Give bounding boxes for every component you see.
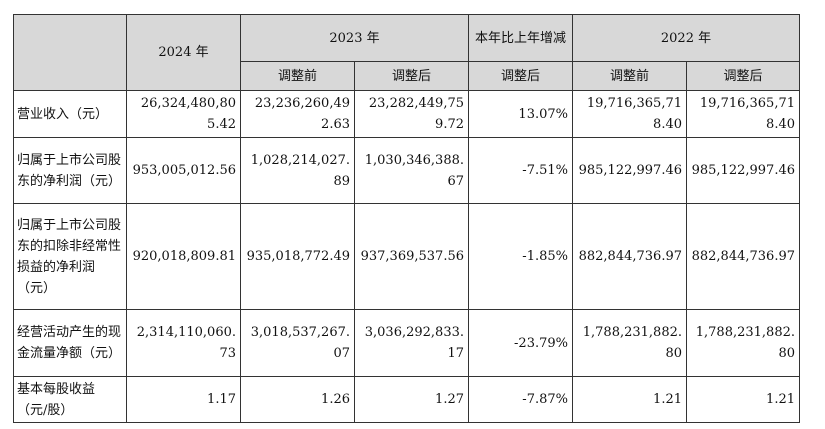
value-change: -7.51%: [468, 137, 573, 204]
header-blank-cell: [13, 14, 127, 91]
value-change: -1.85%: [468, 203, 573, 310]
header-year-2023: 2023 年: [240, 14, 469, 62]
value-2022-before: 1,788,231,882.80: [572, 309, 687, 377]
table-row: 经营活动产生的现金流量净额（元） 2,314,110,060.73 3,018,…: [13, 309, 800, 377]
header-change-text: 本年比上年增减: [474, 30, 566, 46]
value-2023-after: 1,030,346,388.67: [354, 137, 469, 204]
row-label: 基本每股收益（元/股）: [13, 376, 127, 423]
header-2023-after-adjust: 调整后: [354, 61, 469, 91]
table-row: 基本每股收益（元/股） 1.17 1.26 1.27 -7.87% 1.21 1…: [13, 376, 800, 423]
value-2024: 920,018,809.81: [126, 203, 241, 310]
header-change-after-adjust: 调整后: [468, 61, 573, 91]
value-2024: 1.17: [126, 376, 241, 423]
table-row: 归属于上市公司股东的扣除非经常性损益的净利润（元） 920,018,809.81…: [13, 203, 800, 310]
header-year-2024: 2024 年: [126, 14, 241, 91]
value-2022-before: 1.21: [572, 376, 687, 423]
value-2024: 953,005,012.56: [126, 137, 241, 204]
value-2023-after: 1.27: [354, 376, 469, 423]
value-2022-before: 882,844,736.97: [572, 203, 687, 310]
value-2023-before: 23,236,260,492.63: [240, 90, 355, 138]
value-2024: 26,324,480,805.42: [126, 90, 241, 138]
value-2022-after: 882,844,736.97: [686, 203, 800, 310]
header-change: 本年比上年增减: [468, 14, 573, 62]
value-2022-before: 19,716,365,718.40: [572, 90, 687, 138]
header-2023-before-adjust: 调整前: [240, 61, 355, 91]
value-2023-after: 937,369,537.56: [354, 203, 469, 310]
header-2022-after-adjust: 调整后: [686, 61, 800, 91]
table-row: 营业收入（元） 26,324,480,805.42 23,236,260,492…: [13, 90, 800, 138]
value-2023-before: 1.26: [240, 376, 355, 423]
value-2023-before: 935,018,772.49: [240, 203, 355, 310]
row-label: 经营活动产生的现金流量净额（元）: [13, 309, 127, 377]
value-2022-after: 985,122,997.46: [686, 137, 800, 204]
financial-summary-table: 2024 年 2023 年 本年比上年增减 2022 年 调整前 调整后 调整后…: [13, 14, 800, 423]
row-label: 营业收入（元）: [13, 90, 127, 138]
row-label: 归属于上市公司股东的扣除非经常性损益的净利润（元）: [13, 203, 127, 310]
value-change: -23.79%: [468, 309, 573, 377]
value-2024: 2,314,110,060.73: [126, 309, 241, 377]
value-2022-after: 1,788,231,882.80: [686, 309, 800, 377]
value-change: -7.87%: [468, 376, 573, 423]
header-year-2022: 2022 年: [572, 14, 800, 62]
value-2022-after: 19,716,365,718.40: [686, 90, 800, 138]
value-2023-before: 3,018,537,267.07: [240, 309, 355, 377]
row-label: 归属于上市公司股东的净利润（元）: [13, 137, 127, 204]
value-2023-before: 1,028,214,027.89: [240, 137, 355, 204]
table-row: 归属于上市公司股东的净利润（元） 953,005,012.56 1,028,21…: [13, 137, 800, 204]
value-2023-after: 3,036,292,833.17: [354, 309, 469, 377]
value-2022-before: 985,122,997.46: [572, 137, 687, 204]
value-change: 13.07%: [468, 90, 573, 138]
header-2022-before-adjust: 调整前: [572, 61, 687, 91]
value-2023-after: 23,282,449,759.72: [354, 90, 469, 138]
value-2022-after: 1.21: [686, 376, 800, 423]
